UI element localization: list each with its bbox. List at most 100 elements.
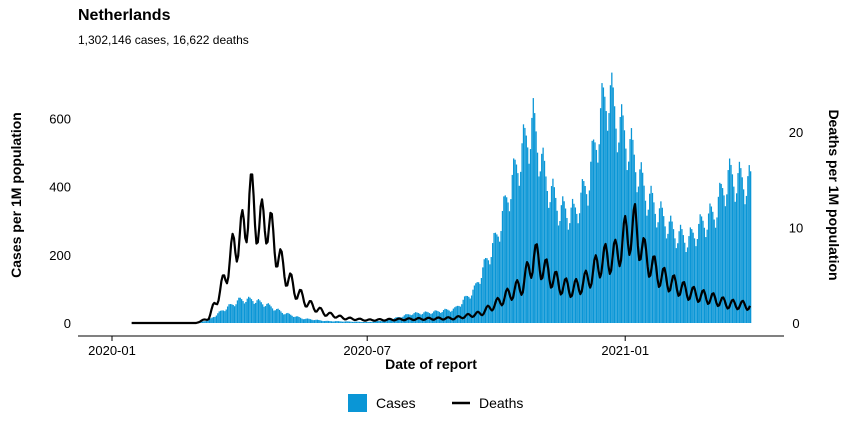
cases-bar: [532, 98, 534, 323]
cases-bar: [233, 306, 236, 323]
cases-bar: [330, 321, 333, 323]
cases-bar: [640, 162, 642, 323]
cases-bar: [578, 213, 581, 323]
cases-bar: [318, 319, 320, 323]
cases-bar: [608, 113, 610, 323]
cases-bar: [598, 144, 600, 323]
cases-bar: [280, 311, 282, 323]
cases-bar: [667, 233, 669, 323]
cases-bar: [337, 321, 340, 323]
cases-bar: [372, 321, 375, 323]
cases-bar: [203, 321, 205, 323]
cases-bar: [332, 321, 334, 323]
cases-bar: [682, 235, 684, 323]
cases-bar: [581, 179, 584, 323]
cases-bar: [569, 223, 571, 323]
cases-bar: [597, 162, 599, 323]
cases-bar: [695, 246, 697, 323]
cases-bar: [384, 320, 386, 323]
cases-bar: [274, 310, 276, 323]
legend-deaths-label: Deaths: [479, 395, 523, 411]
cases-bar: [508, 211, 511, 323]
cases-bar: [312, 320, 314, 323]
cases-bar: [346, 321, 348, 323]
cases-bar: [315, 319, 317, 323]
cases-bar: [250, 299, 253, 323]
cases-bar: [504, 195, 506, 323]
cases-bar: [689, 227, 691, 323]
cases-bar: [562, 196, 564, 323]
cases-bar: [305, 318, 307, 323]
cases-bar: [468, 296, 470, 323]
cases-bar: [653, 202, 655, 323]
cases-bar: [506, 197, 508, 323]
legend: Cases Deaths: [348, 394, 523, 412]
cases-bar: [703, 227, 706, 323]
cases-bar: [615, 128, 617, 323]
x-tick-label: 2021-01: [601, 343, 649, 358]
cases-bar: [552, 178, 554, 323]
cases-bar: [503, 196, 505, 323]
cases-bar: [424, 311, 426, 323]
cases-bar: [490, 257, 492, 323]
cases-bar: [750, 171, 752, 323]
cases-bar: [285, 313, 288, 323]
cases-bar: [266, 303, 268, 323]
cases-bar: [557, 225, 560, 323]
cases-bar: [212, 317, 215, 323]
cases-bar: [549, 202, 551, 323]
cases-bar: [229, 304, 232, 323]
cases-bar: [678, 231, 680, 323]
cases-bar: [700, 216, 703, 323]
cases-bar: [721, 188, 724, 323]
cases-bar: [224, 311, 226, 323]
cases-bar: [257, 299, 260, 323]
cases-bar: [599, 108, 602, 324]
cases-bar: [747, 176, 749, 323]
cases-bar: [343, 321, 345, 323]
cases-bar: [239, 297, 241, 323]
cases-bar: [742, 189, 745, 323]
cases-bar: [492, 243, 494, 323]
cases-bar: [657, 222, 659, 323]
cases-bar: [705, 237, 707, 323]
cases-bar: [511, 174, 513, 323]
cases-bar: [677, 243, 679, 323]
cases-bar: [215, 315, 218, 323]
cases-bar: [259, 300, 261, 323]
cases-bar: [546, 191, 548, 323]
cases-bar: [462, 299, 464, 323]
cases-bar: [741, 177, 743, 323]
cases-bar: [414, 312, 417, 323]
cases-bar: [221, 310, 223, 323]
cases-bar: [563, 201, 565, 323]
cases-bar: [714, 227, 717, 323]
cases-bar: [463, 296, 466, 323]
cases-bar: [339, 321, 341, 323]
cases-bar: [567, 229, 569, 323]
cases-bar: [730, 164, 732, 323]
cases-bar: [374, 321, 376, 323]
cases-bar: [605, 111, 607, 323]
cases-bar: [445, 309, 448, 323]
cases-bar: [459, 306, 462, 323]
cases-bar: [340, 321, 342, 323]
cases-bar: [377, 321, 379, 323]
cases-bar: [255, 302, 257, 323]
legend-cases-swatch: [348, 394, 367, 412]
cases-bar: [529, 149, 532, 323]
cases-bar: [284, 314, 286, 323]
cases-bar: [245, 302, 247, 323]
cases-bar: [612, 87, 614, 323]
legend-cases-label: Cases: [376, 395, 416, 411]
cases-bar: [650, 185, 652, 323]
cases-bar: [442, 310, 445, 323]
cases-bar: [454, 307, 456, 323]
y-right-axis-title: Deaths per 1M population: [826, 109, 842, 280]
cases-bar: [470, 295, 473, 323]
cases-bar: [329, 321, 331, 323]
cases-bar: [350, 321, 352, 323]
cases-bar: [602, 87, 605, 323]
cases-bar: [306, 318, 309, 323]
cases-bar: [688, 236, 690, 323]
